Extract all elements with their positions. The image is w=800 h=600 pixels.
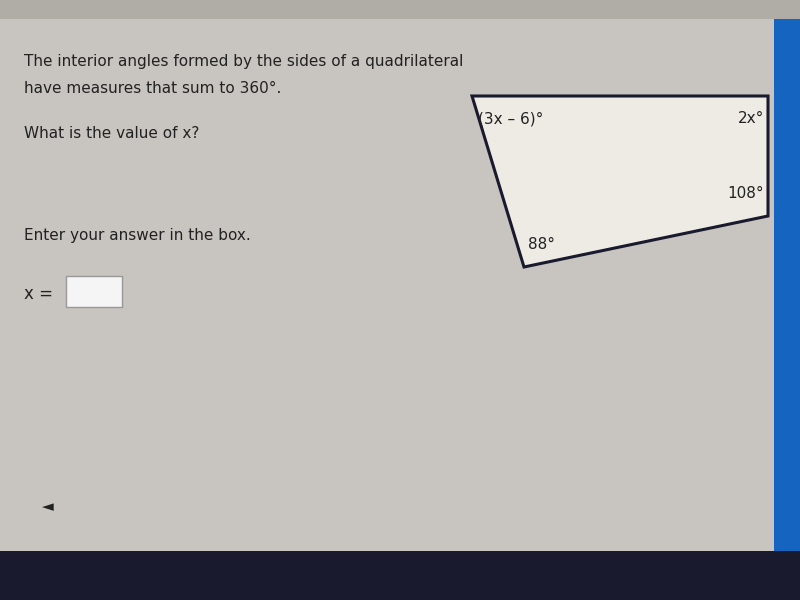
Polygon shape bbox=[472, 96, 768, 267]
Text: ◄: ◄ bbox=[42, 499, 54, 514]
Text: What is the value of x?: What is the value of x? bbox=[24, 126, 199, 141]
Text: 88°: 88° bbox=[528, 237, 555, 252]
Text: The interior angles formed by the sides of a quadrilateral: The interior angles formed by the sides … bbox=[24, 54, 463, 69]
FancyBboxPatch shape bbox=[66, 276, 122, 307]
Text: have measures that sum to 360°.: have measures that sum to 360°. bbox=[24, 81, 282, 96]
Text: 2x°: 2x° bbox=[738, 111, 764, 126]
Text: Enter your answer in the box.: Enter your answer in the box. bbox=[24, 228, 250, 243]
Text: x =: x = bbox=[24, 285, 53, 303]
Text: 108°: 108° bbox=[727, 186, 764, 201]
Text: (3x – 6)°: (3x – 6)° bbox=[478, 111, 544, 126]
